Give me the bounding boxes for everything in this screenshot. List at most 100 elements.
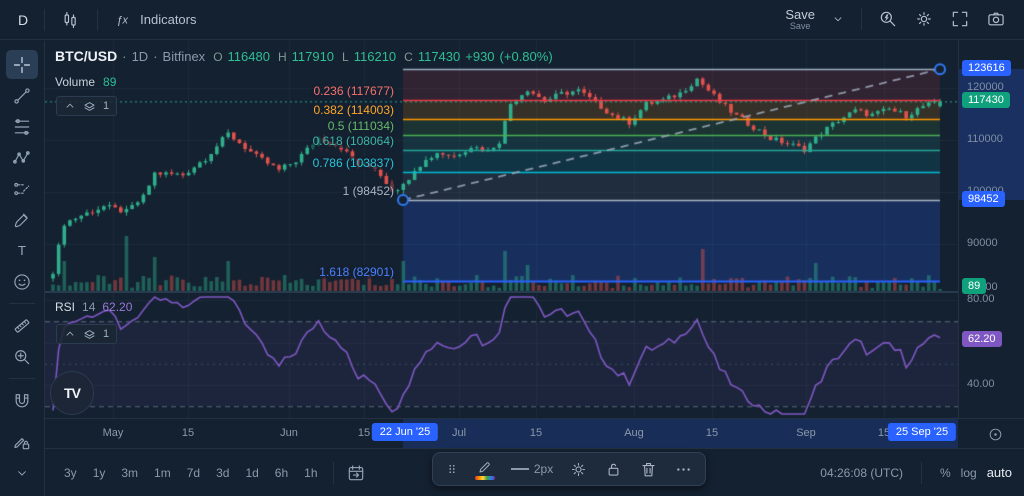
price-axis-badge: 98452	[962, 191, 1005, 207]
main-pane-collapse-pill[interactable]: 1	[56, 96, 118, 116]
range-button-6h[interactable]: 6h	[274, 465, 289, 480]
line-width-button[interactable]: 2px	[510, 462, 554, 476]
range-button-3y[interactable]: 3y	[64, 465, 77, 480]
drawing-settings-button[interactable]	[569, 460, 588, 479]
svg-text:T: T	[18, 243, 26, 258]
line-color-button[interactable]	[474, 459, 495, 480]
sidebar-divider	[9, 303, 35, 304]
screenshot-button[interactable]	[978, 5, 1014, 33]
legend-interval: 1D	[131, 49, 149, 64]
indicators-button[interactable]: ƒx Indicators	[106, 6, 204, 34]
calendar-goto-icon	[348, 464, 363, 480]
divider	[44, 8, 46, 31]
time-axis-tick: Aug	[624, 427, 644, 439]
camera-icon	[988, 13, 1004, 26]
save-sublabel: Save	[789, 20, 811, 31]
legend-separator: ·	[153, 49, 158, 64]
chevron-up-icon	[66, 103, 74, 108]
range-button-3d[interactable]: 3d	[216, 465, 230, 480]
axis-settings-button[interactable]	[987, 426, 1004, 443]
tool-emoji[interactable]	[6, 267, 38, 296]
settings-button[interactable]	[906, 5, 942, 33]
divider	[921, 461, 922, 484]
fullscreen-icon	[952, 12, 968, 27]
ellipsis-icon	[677, 467, 690, 471]
price-axis[interactable]: 120000110000100000900008000080.0040.0012…	[958, 40, 1024, 418]
delete-drawing-button[interactable]	[639, 460, 658, 479]
tool-fib-retracement[interactable]	[6, 112, 38, 141]
search-lightning-icon	[880, 12, 896, 27]
fullscreen-button[interactable]	[942, 5, 978, 33]
drag-dots-icon	[449, 464, 455, 474]
save-button[interactable]: Save Save	[777, 4, 823, 35]
time-range-badge[interactable]: 22 Jun '25	[371, 423, 439, 441]
range-button-1h[interactable]: 1h	[304, 465, 318, 480]
fib-level-label: 0.5 (111034)	[324, 118, 397, 133]
quick-search-button[interactable]	[870, 5, 906, 33]
tool-magnet[interactable]	[6, 386, 38, 415]
divider	[861, 8, 862, 31]
unlock-icon	[608, 463, 619, 476]
time-range-badge[interactable]: 25 Sep '25	[887, 423, 957, 441]
line-width-label: 2px	[533, 462, 554, 476]
pane-separator[interactable]	[45, 291, 1024, 293]
chart-canvas[interactable]	[45, 40, 958, 418]
go-to-date-button[interactable]	[346, 463, 366, 483]
tool-drawing-mode-lock[interactable]	[6, 427, 38, 456]
text-icon: T	[18, 243, 26, 258]
symbol-title[interactable]: BTC/USD	[55, 48, 118, 64]
range-button-1m[interactable]: 1m	[154, 465, 171, 480]
save-menu-button[interactable]	[823, 8, 853, 30]
circle-dot-icon	[989, 428, 1002, 441]
time-axis-tick: 15	[357, 427, 371, 439]
sidebar-more-button[interactable]	[6, 458, 38, 487]
auto-scale-button[interactable]: auto	[986, 465, 1012, 480]
low-value: 116210	[353, 49, 397, 64]
interval-button[interactable]: D	[18, 11, 29, 28]
rsi-pane-collapse-pill[interactable]: 1	[56, 324, 118, 344]
range-button-7d[interactable]: 7d	[186, 465, 201, 480]
tool-projection[interactable]	[6, 174, 38, 203]
tool-measure[interactable]	[6, 311, 38, 340]
time-axis-range-highlight	[403, 419, 958, 449]
tool-trend-line[interactable]	[6, 81, 38, 110]
range-button-3m[interactable]: 3m	[121, 465, 139, 480]
tool-zoom-in[interactable]	[6, 342, 38, 371]
fib-level-label: 0.618 (108064)	[309, 134, 397, 149]
time-axis-tick: Jun	[280, 427, 298, 439]
fib-level-label: 1 (98452)	[339, 184, 397, 199]
chart-type-button[interactable]	[53, 6, 89, 34]
trash-icon	[642, 462, 655, 476]
layers-icon	[84, 329, 95, 339]
price-axis-label: 90000	[967, 237, 998, 249]
tradingview-logo[interactable]: TV	[50, 371, 94, 415]
volume-legend[interactable]: Volume 89	[55, 75, 116, 89]
time-axis-tick: 15	[529, 427, 543, 439]
tool-xabcd-pattern[interactable]	[6, 143, 38, 172]
change-percent: (+0.80%)	[499, 49, 553, 64]
rsi-period: 14	[82, 300, 96, 314]
toolbar-drag-handle[interactable]	[445, 461, 459, 477]
rsi-title: RSI	[55, 300, 76, 314]
zoom-in-icon	[15, 349, 30, 364]
percent-scale-button[interactable]: %	[940, 465, 951, 480]
divider	[97, 8, 99, 31]
trend-line-icon	[14, 87, 30, 104]
clock[interactable]: 04:26:08 (UTC)	[820, 465, 903, 480]
xabcd-pattern-icon	[13, 150, 30, 164]
more-options-button[interactable]	[674, 460, 693, 479]
time-axis[interactable]: May 15 Jun 15 Jul 15 Aug 15 Sep 15 22 Jun '25 25 Se…	[45, 418, 1024, 449]
pane-object-count: 1	[103, 328, 110, 340]
lock-drawing-button[interactable]	[604, 460, 623, 479]
range-button-1y[interactable]: 1y	[92, 465, 106, 480]
range-button-1d[interactable]: 1d	[245, 465, 259, 480]
tool-text[interactable]: T	[6, 236, 38, 265]
log-scale-button[interactable]: log	[960, 465, 977, 480]
symbol-legend[interactable]: BTC/USD · 1D · Bitfinex O 116480 H 117910 …	[55, 48, 553, 64]
tool-brush[interactable]	[6, 205, 38, 234]
rsi-legend[interactable]: RSI 14 62.20	[55, 300, 132, 314]
line-sample	[510, 468, 529, 470]
tool-crosshair[interactable]	[6, 50, 38, 79]
rsi-value-badge: 62.20	[962, 331, 1002, 347]
